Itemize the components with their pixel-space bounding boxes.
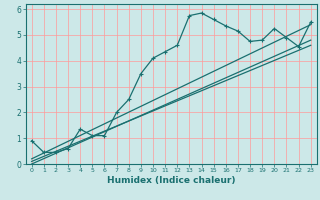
X-axis label: Humidex (Indice chaleur): Humidex (Indice chaleur)	[107, 176, 236, 185]
